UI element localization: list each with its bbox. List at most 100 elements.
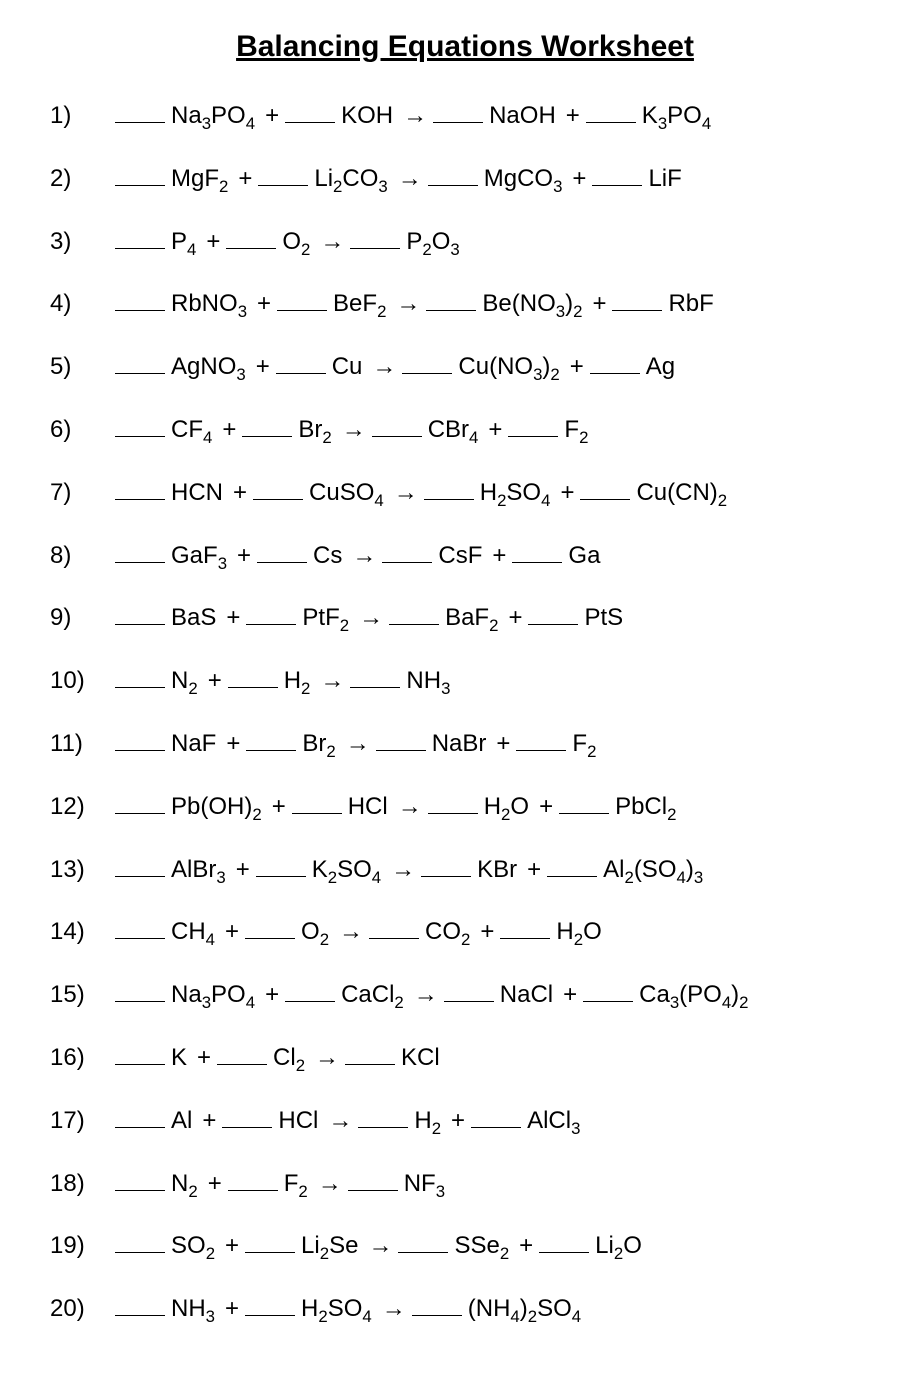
plus-sign: + [566, 102, 580, 130]
coefficient-blank[interactable] [372, 413, 422, 437]
arrow-icon: → [359, 604, 383, 632]
coefficient-blank[interactable] [115, 790, 165, 814]
coefficient-blank[interactable] [369, 915, 419, 939]
coefficient-blank[interactable] [424, 476, 474, 500]
coefficient-blank[interactable] [245, 915, 295, 939]
coefficient-blank[interactable] [217, 1041, 267, 1065]
compound: K [171, 1044, 187, 1072]
compound: Li2CO3 [314, 165, 387, 197]
coefficient-blank[interactable] [253, 476, 303, 500]
coefficient-blank[interactable] [428, 162, 478, 186]
coefficient-blank[interactable] [246, 601, 296, 625]
coefficient-blank[interactable] [115, 601, 165, 625]
coefficient-blank[interactable] [115, 413, 165, 437]
plus-sign: + [237, 542, 251, 570]
arrow-icon: → [315, 1044, 339, 1072]
coefficient-blank[interactable] [389, 601, 439, 625]
coefficient-blank[interactable] [345, 1041, 395, 1065]
coefficient-blank[interactable] [516, 727, 566, 751]
coefficient-blank[interactable] [402, 350, 452, 374]
coefficient-blank[interactable] [115, 664, 165, 688]
equation-number: 16) [50, 1044, 115, 1072]
coefficient-blank[interactable] [115, 539, 165, 563]
equation-row: 3)P4+O2→P2O3 [50, 225, 850, 260]
coefficient-blank[interactable] [471, 1104, 521, 1128]
coefficient-blank[interactable] [398, 1229, 448, 1253]
coefficient-blank[interactable] [222, 1104, 272, 1128]
coefficient-blank[interactable] [115, 350, 165, 374]
plus-sign: + [225, 918, 239, 946]
coefficient-blank[interactable] [559, 790, 609, 814]
coefficient-blank[interactable] [115, 853, 165, 877]
coefficient-blank[interactable] [245, 1229, 295, 1253]
equation-row: 16)K+Cl2→KCl [50, 1041, 850, 1076]
coefficient-blank[interactable] [421, 853, 471, 877]
coefficient-blank[interactable] [586, 99, 636, 123]
arrow-icon: → [396, 290, 420, 318]
coefficient-blank[interactable] [115, 1229, 165, 1253]
coefficient-blank[interactable] [258, 162, 308, 186]
coefficient-blank[interactable] [115, 99, 165, 123]
coefficient-blank[interactable] [350, 664, 400, 688]
coefficient-blank[interactable] [376, 727, 426, 751]
coefficient-blank[interactable] [115, 225, 165, 249]
coefficient-blank[interactable] [115, 727, 165, 751]
coefficient-blank[interactable] [580, 476, 630, 500]
coefficient-blank[interactable] [242, 413, 292, 437]
coefficient-blank[interactable] [115, 1292, 165, 1316]
compound: CF4 [171, 416, 212, 448]
coefficient-blank[interactable] [277, 287, 327, 311]
coefficient-blank[interactable] [512, 539, 562, 563]
plus-sign: + [527, 856, 541, 884]
coefficient-blank[interactable] [285, 978, 335, 1002]
coefficient-blank[interactable] [590, 350, 640, 374]
coefficient-blank[interactable] [412, 1292, 462, 1316]
coefficient-blank[interactable] [115, 915, 165, 939]
coefficient-blank[interactable] [115, 978, 165, 1002]
coefficient-blank[interactable] [500, 915, 550, 939]
coefficient-blank[interactable] [583, 978, 633, 1002]
coefficient-blank[interactable] [226, 225, 276, 249]
plus-sign: + [238, 165, 252, 193]
coefficient-blank[interactable] [115, 162, 165, 186]
coefficient-blank[interactable] [382, 539, 432, 563]
compound: H2 [414, 1107, 441, 1139]
coefficient-blank[interactable] [508, 413, 558, 437]
coefficient-blank[interactable] [257, 539, 307, 563]
coefficient-blank[interactable] [426, 287, 476, 311]
coefficient-blank[interactable] [115, 1167, 165, 1191]
coefficient-blank[interactable] [592, 162, 642, 186]
coefficient-blank[interactable] [276, 350, 326, 374]
coefficient-blank[interactable] [285, 99, 335, 123]
coefficient-blank[interactable] [115, 1104, 165, 1128]
coefficient-blank[interactable] [228, 664, 278, 688]
coefficient-blank[interactable] [256, 853, 306, 877]
coefficient-blank[interactable] [292, 790, 342, 814]
coefficient-blank[interactable] [348, 1167, 398, 1191]
coefficient-blank[interactable] [245, 1292, 295, 1316]
coefficient-blank[interactable] [115, 1041, 165, 1065]
coefficient-blank[interactable] [444, 978, 494, 1002]
coefficient-blank[interactable] [612, 287, 662, 311]
arrow-icon: → [342, 416, 366, 444]
equation-content: Al+HCl→H2+AlCl3 [115, 1104, 584, 1139]
compound: PtS [584, 604, 623, 632]
coefficient-blank[interactable] [246, 727, 296, 751]
coefficient-blank[interactable] [428, 790, 478, 814]
equation-row: 1)Na3PO4+KOH→NaOH+K3PO4 [50, 99, 850, 134]
coefficient-blank[interactable] [433, 99, 483, 123]
coefficient-blank[interactable] [547, 853, 597, 877]
compound: P2O3 [406, 228, 459, 260]
coefficient-blank[interactable] [350, 225, 400, 249]
coefficient-blank[interactable] [528, 601, 578, 625]
coefficient-blank[interactable] [228, 1167, 278, 1191]
plus-sign: + [208, 667, 222, 695]
coefficient-blank[interactable] [358, 1104, 408, 1128]
compound: RbNO3 [171, 290, 247, 322]
compound: N2 [171, 1170, 198, 1202]
coefficient-blank[interactable] [539, 1229, 589, 1253]
coefficient-blank[interactable] [115, 476, 165, 500]
coefficient-blank[interactable] [115, 287, 165, 311]
compound: HCl [278, 1107, 318, 1135]
compound: HCl [348, 793, 388, 821]
